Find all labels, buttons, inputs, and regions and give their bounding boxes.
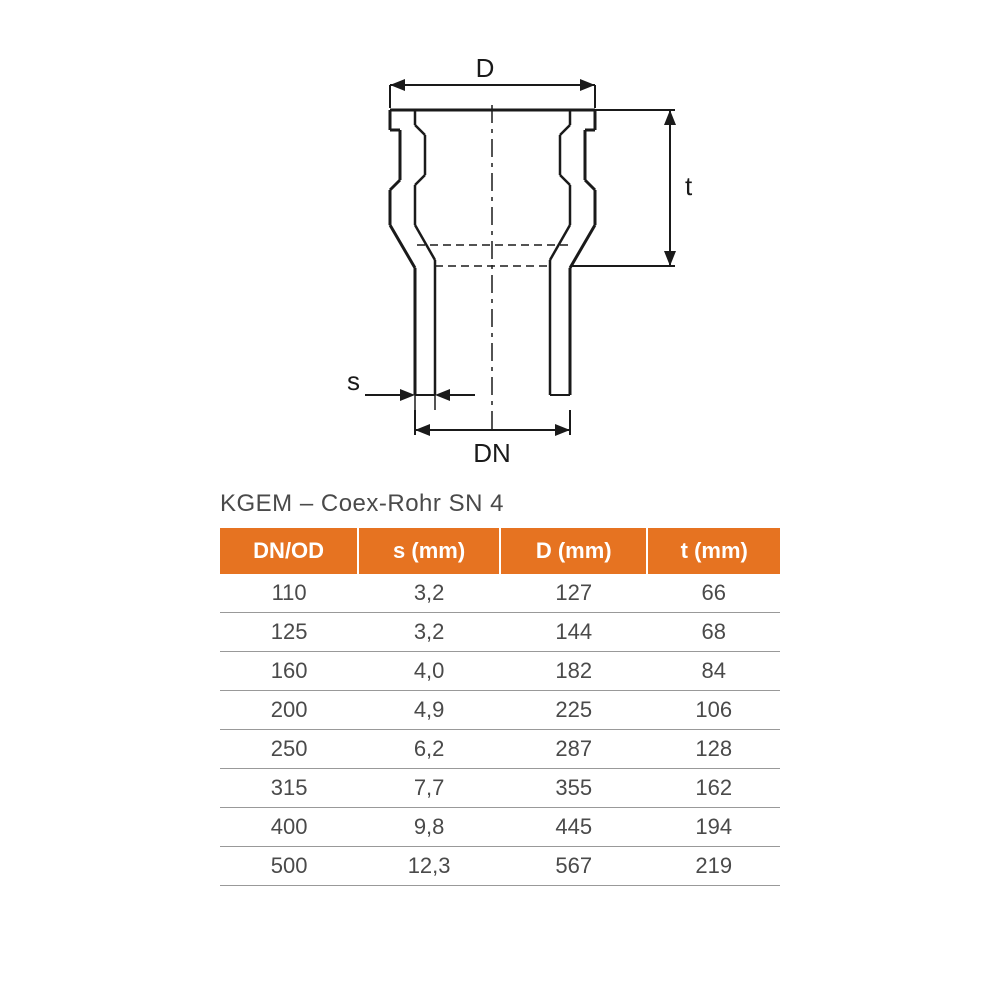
table-row: 3157,7355162 xyxy=(220,769,780,808)
table-cell: 144 xyxy=(500,613,648,652)
table-cell: 125 xyxy=(220,613,358,652)
col-header: D (mm) xyxy=(500,528,648,574)
spec-table: DN/OD s (mm) D (mm) t (mm) 1103,21276612… xyxy=(220,528,780,886)
col-header: t (mm) xyxy=(647,528,780,574)
table-cell: 445 xyxy=(500,808,648,847)
col-header: DN/OD xyxy=(220,528,358,574)
table-row: 2506,2287128 xyxy=(220,730,780,769)
table-cell: 182 xyxy=(500,652,648,691)
label-t: t xyxy=(685,171,693,201)
table-cell: 160 xyxy=(220,652,358,691)
table-cell: 500 xyxy=(220,847,358,886)
table-cell: 225 xyxy=(500,691,648,730)
spec-table-section: KGEM – Coex-Rohr SN 4 DN/OD s (mm) D (mm… xyxy=(220,490,780,886)
table-cell: 68 xyxy=(647,613,780,652)
pipe-socket-diagram: D t xyxy=(250,50,750,470)
table-cell: 3,2 xyxy=(358,613,500,652)
table-cell: 355 xyxy=(500,769,648,808)
table-cell: 567 xyxy=(500,847,648,886)
table-cell: 4,9 xyxy=(358,691,500,730)
table-row: 1103,212766 xyxy=(220,574,780,613)
technical-diagram: D t xyxy=(250,50,750,470)
table-row: 4009,8445194 xyxy=(220,808,780,847)
table-cell: 66 xyxy=(647,574,780,613)
col-header: s (mm) xyxy=(358,528,500,574)
table-cell: 9,8 xyxy=(358,808,500,847)
table-cell: 84 xyxy=(647,652,780,691)
table-cell: 200 xyxy=(220,691,358,730)
table-cell: 194 xyxy=(647,808,780,847)
label-D: D xyxy=(476,53,495,83)
label-DN: DN xyxy=(473,438,511,468)
table-row: 50012,3567219 xyxy=(220,847,780,886)
table-cell: 287 xyxy=(500,730,648,769)
table-cell: 3,2 xyxy=(358,574,500,613)
table-row: 1253,214468 xyxy=(220,613,780,652)
table-title: KGEM – Coex-Rohr SN 4 xyxy=(220,490,780,518)
table-cell: 12,3 xyxy=(358,847,500,886)
table-cell: 4,0 xyxy=(358,652,500,691)
table-row: 1604,018284 xyxy=(220,652,780,691)
table-cell: 7,7 xyxy=(358,769,500,808)
table-cell: 250 xyxy=(220,730,358,769)
table-row: 2004,9225106 xyxy=(220,691,780,730)
table-cell: 162 xyxy=(647,769,780,808)
table-cell: 219 xyxy=(647,847,780,886)
table-cell: 110 xyxy=(220,574,358,613)
label-s: s xyxy=(347,366,360,396)
table-header-row: DN/OD s (mm) D (mm) t (mm) xyxy=(220,528,780,574)
table-cell: 127 xyxy=(500,574,648,613)
table-cell: 400 xyxy=(220,808,358,847)
table-cell: 106 xyxy=(647,691,780,730)
table-cell: 128 xyxy=(647,730,780,769)
table-cell: 315 xyxy=(220,769,358,808)
table-cell: 6,2 xyxy=(358,730,500,769)
